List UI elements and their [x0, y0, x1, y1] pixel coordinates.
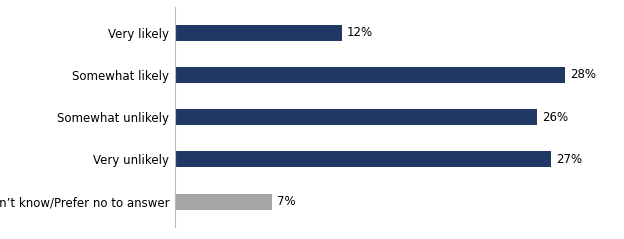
- Bar: [175, 194, 272, 210]
- Bar: [175, 151, 551, 168]
- Text: 12%: 12%: [347, 26, 373, 39]
- Text: 28%: 28%: [570, 68, 596, 81]
- Text: 7%: 7%: [277, 195, 296, 208]
- Bar: [175, 67, 565, 83]
- Bar: [175, 109, 537, 125]
- Text: 27%: 27%: [556, 153, 582, 166]
- Text: 26%: 26%: [542, 111, 568, 124]
- Bar: [175, 25, 342, 41]
